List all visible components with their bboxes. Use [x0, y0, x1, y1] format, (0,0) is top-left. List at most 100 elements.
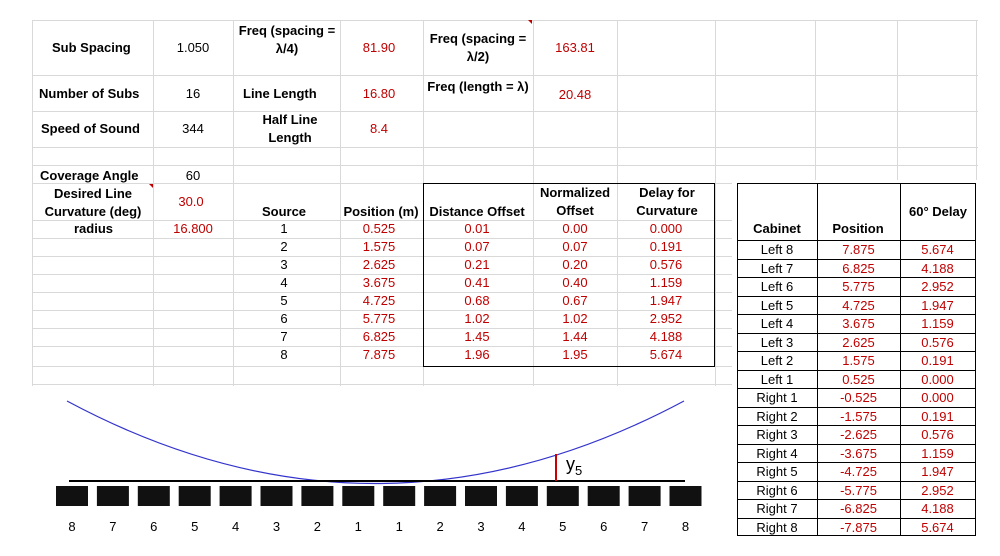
source-cell: 1 [280, 221, 288, 236]
table-row: Left 5 4.725 1.947 [737, 295, 975, 315]
line-length-value: 16.80 [362, 86, 396, 101]
desired-curvature-value[interactable]: 30.0 [178, 194, 204, 209]
cabinet-delay: 1.947 [921, 464, 954, 479]
cabinet-name: Left 5 [760, 297, 794, 313]
cabinet-name: Right 2 [756, 408, 798, 424]
sub-number-label: 5 [559, 519, 566, 534]
delay-60-header: 60° Delay [909, 204, 967, 219]
subwoofer-box [546, 486, 579, 506]
col-header-delay: Delay for Curvature [636, 185, 698, 218]
subwoofer-box [96, 486, 129, 506]
comment-marker-icon [528, 20, 532, 24]
table-row: Right 1 -0.525 0.000 [737, 388, 975, 407]
subwoofer-box [465, 486, 497, 506]
number-of-subs-value[interactable]: 16 [185, 86, 201, 101]
cabinet-position: -1.575 [840, 408, 877, 424]
sub-labels: 8 7 6 5 4 3 2 1 1 2 3 4 5 6 7 8 [68, 519, 689, 534]
source-cell: 7 [280, 329, 288, 344]
freq-quarter-value: 81.90 [362, 40, 396, 55]
cabinet-name: Right 4 [756, 445, 798, 461]
speed-of-sound-value[interactable]: 344 [182, 121, 204, 136]
sub-number-label: 1 [396, 519, 403, 534]
calc-cell: 0.40 [562, 275, 588, 290]
sub-spacing-label: Sub Spacing [52, 40, 131, 55]
half-line-length-label: Half Line Length [262, 112, 318, 145]
calc-cell: 0.07 [464, 239, 490, 254]
calc-cell: 1.45 [464, 329, 490, 344]
cabinet-delay: 5.674 [921, 519, 954, 535]
source-cell: 8 [280, 347, 288, 362]
cabinet-delay: 5.674 [921, 242, 954, 257]
y5-label: y5 [566, 454, 582, 478]
cabinet-delay: 0.191 [921, 408, 954, 424]
calc-cell: 5.775 [362, 311, 396, 326]
radius-label: radius [74, 221, 114, 236]
cabinet-position: -4.725 [840, 464, 877, 479]
calc-cell: 1.96 [464, 347, 490, 362]
cabinet-delay: 1.159 [921, 445, 954, 461]
cabinet-delay: 4.188 [921, 501, 954, 516]
calc-cell: 1.02 [464, 311, 490, 326]
subwoofer-box [424, 486, 457, 506]
freq-length-label: Freq (length = λ) [427, 79, 529, 94]
sub-number-label: 1 [355, 519, 362, 534]
source-cell: 4 [280, 275, 288, 290]
desired-curvature-label: Desired Line Curvature (deg) [44, 186, 142, 219]
calc-cell: 4.725 [362, 293, 396, 308]
calc-cell: 4.188 [649, 329, 683, 344]
speed-of-sound-label: Speed of Sound [41, 121, 140, 136]
half-line-length-value: 8.4 [369, 121, 389, 136]
number-of-subs-label: Number of Subs [39, 86, 140, 101]
cabinet-name: Left 4 [760, 316, 794, 331]
calc-cell: 0.000 [649, 221, 683, 236]
subwoofer-box [301, 486, 334, 506]
calc-cell: 0.20 [562, 257, 588, 272]
sub-number-label: 7 [641, 519, 648, 534]
cabinet-name: Left 6 [760, 279, 794, 294]
calc-cell: 7.875 [362, 347, 396, 362]
cabinet-position: 3.675 [842, 316, 875, 331]
coverage-angle-value[interactable]: 60 [185, 168, 201, 183]
cabinet-name: Right 7 [756, 501, 798, 516]
subwoofer-box [669, 486, 702, 506]
sub-spacing-value[interactable]: 1.050 [176, 40, 210, 55]
table-row: Left 3 2.625 0.576 [737, 332, 975, 352]
cabinet-name: Right 8 [756, 519, 798, 535]
calc-cell: 1.44 [562, 329, 588, 344]
source-cell: 3 [280, 257, 288, 272]
cabinet-name: Left 3 [760, 334, 794, 350]
cabinet-position: -2.625 [840, 427, 877, 442]
coverage-angle-label: Coverage Angle [40, 168, 139, 183]
source-cell: 5 [280, 293, 288, 308]
calc-cell: 5.674 [649, 347, 683, 362]
freq-length-value: 20.48 [558, 87, 592, 102]
cabinet-position: 7.875 [842, 242, 875, 257]
sub-number-label: 7 [109, 519, 116, 534]
cabinet-table: Cabinet Position 60° Delay Left 8 7.875 5.… [737, 183, 976, 536]
comment-marker-icon [149, 184, 153, 188]
calc-cell: 0.41 [464, 275, 490, 290]
subwoofer-box [587, 486, 620, 506]
calc-cell: 0.68 [464, 293, 490, 308]
table-row: Left 8 7.875 5.674 [737, 240, 975, 259]
cabinet-position: 2.625 [842, 334, 875, 350]
cabinet-delay: 0.000 [921, 390, 954, 405]
cabinet-name: Left 7 [760, 260, 794, 276]
col-header-source: Source [261, 204, 307, 219]
subwoofer-box [219, 486, 252, 506]
cabinet-name: Left 8 [760, 242, 794, 257]
table-row: Left 7 6.825 4.188 [737, 258, 975, 278]
sub-number-label: 8 [68, 519, 75, 534]
subwoofer-box [383, 486, 416, 506]
calc-cell: 0.07 [562, 239, 588, 254]
subwoofer-box [628, 486, 661, 506]
subwoofer-box [56, 486, 88, 506]
cabinet-delay: 4.188 [921, 260, 954, 276]
cabinet-position: 1.575 [842, 353, 875, 368]
sub-number-label: 2 [314, 519, 321, 534]
subwoofer-box [342, 486, 375, 506]
sub-number-label: 3 [477, 519, 484, 534]
cabinet-position: 5.775 [842, 279, 875, 294]
cabinet-delay: 0.576 [921, 427, 954, 442]
calc-cell: 0.21 [464, 257, 490, 272]
